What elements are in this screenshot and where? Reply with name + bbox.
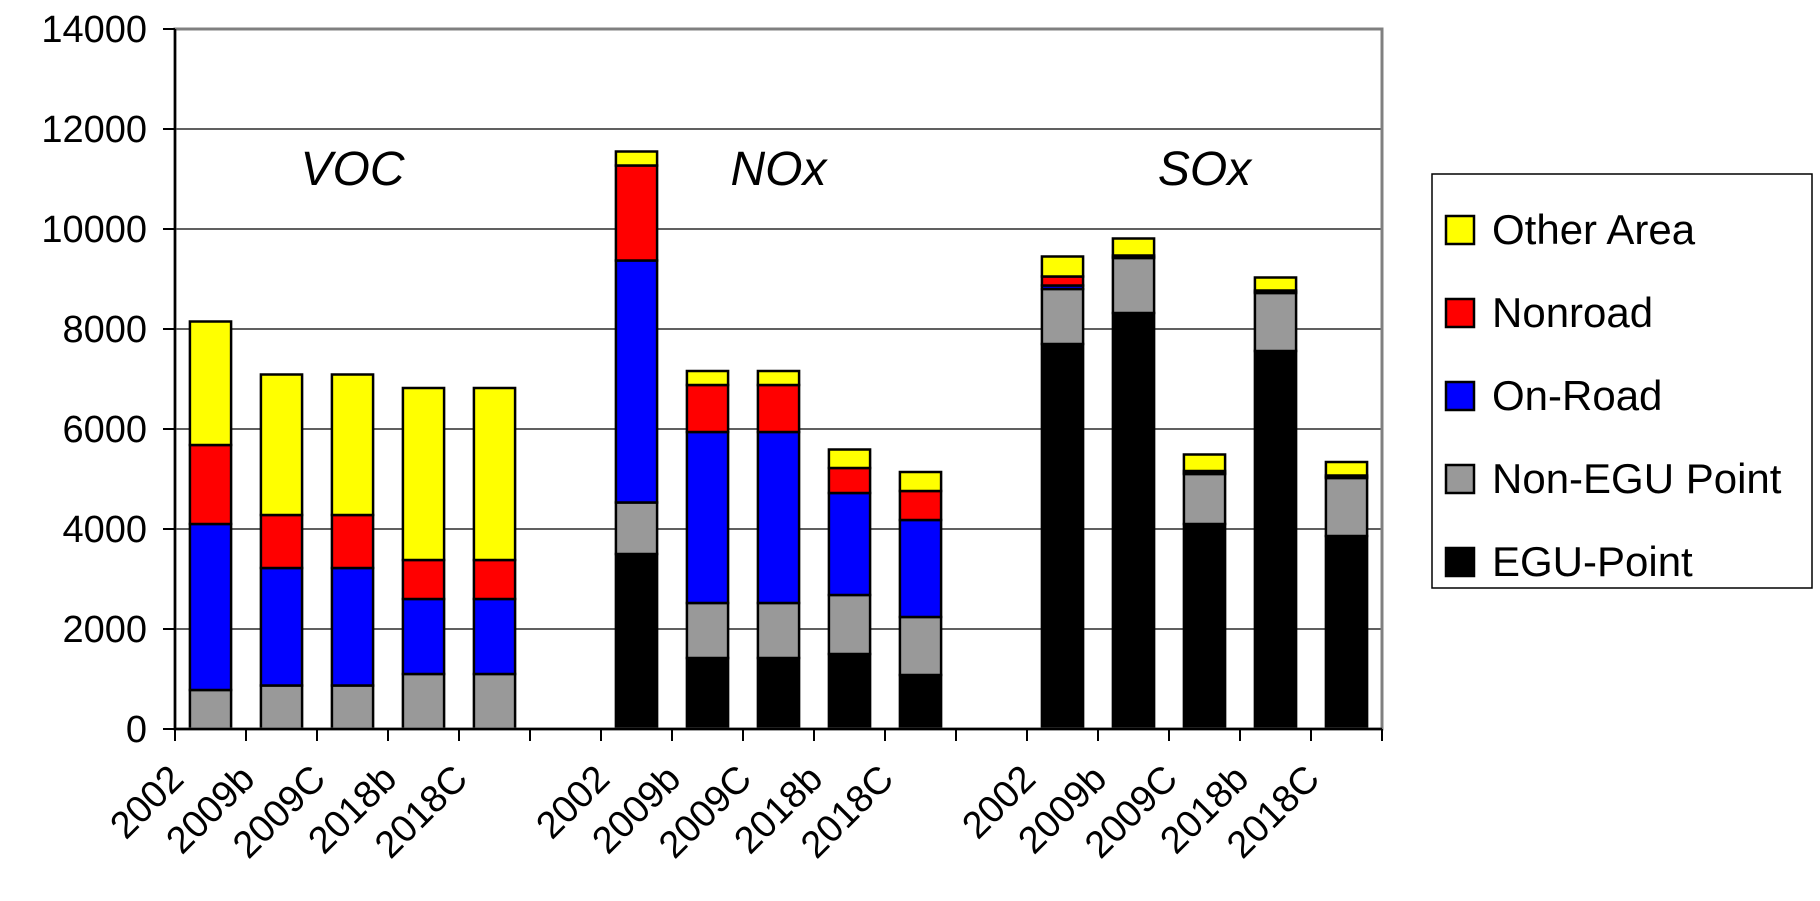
bar-voc-2009c-nonroad	[330, 513, 375, 570]
y-tick-label-4000: 4000	[62, 509, 147, 551]
legend-label-on-road: On-Road	[1492, 372, 1662, 419]
y-axis-ticks: 0 2000 4000 6000 8000 10000 12000 14000	[41, 9, 175, 751]
legend-swatch-egu-point	[1444, 546, 1476, 578]
bar-sox-2002-egu-point	[1040, 342, 1085, 731]
bar-sox-2018b-egu-point	[1253, 349, 1298, 731]
legend-box	[1431, 173, 1813, 589]
bar-voc-2018b-non-egu-point	[401, 672, 446, 731]
legend-label-non-egu-point: Non-EGU Point	[1492, 455, 1782, 502]
bar-sox-2009b-non-egu-point	[1111, 256, 1156, 315]
bar-sox-2009c-non-egu-point	[1182, 472, 1227, 526]
bar-nox-2009c-other-area	[756, 369, 801, 387]
y-tick-label-0: 0	[126, 709, 147, 751]
y-tick-label-8000: 8000	[62, 309, 147, 351]
bar-voc-2009c-other-area	[330, 373, 375, 517]
bar-nox-2009b-nonroad	[685, 383, 730, 434]
bar-sox-2009b-other-area	[1111, 237, 1156, 257]
bar-voc-2009b-other-area	[259, 373, 304, 517]
bars	[188, 150, 1369, 731]
bar-voc-2002-on-road	[188, 522, 233, 692]
bar-voc-2018c-non-egu-point	[472, 672, 517, 731]
y-tick-label-2000: 2000	[62, 609, 147, 651]
bar-nox-2009b-egu-point	[685, 656, 730, 731]
bar-nox-2018c-nonroad	[898, 489, 943, 522]
bar-nox-2009c-on-road	[756, 430, 801, 605]
legend-swatch-other-area	[1444, 214, 1476, 246]
bar-sox-2002-other-area	[1040, 255, 1085, 278]
bar-voc-2009c-non-egu-point	[330, 684, 375, 731]
group-label-sox: SOx	[1158, 143, 1253, 196]
y-tick-label-12000: 12000	[41, 109, 147, 151]
group-label-nox: NOx	[731, 143, 829, 196]
bar-nox-2018b-nonroad	[827, 466, 872, 495]
bar-voc-2002-nonroad	[188, 443, 233, 526]
bar-voc-2018c-nonroad	[472, 558, 517, 601]
legend-label-nonroad: Nonroad	[1492, 289, 1653, 336]
bar-sox-2018b-other-area	[1253, 276, 1298, 292]
bar-sox-2018c-non-egu-point	[1324, 476, 1369, 538]
bar-sox-2018b-non-egu-point	[1253, 291, 1298, 353]
bar-sox-2018c-other-area	[1324, 460, 1369, 477]
legend-label-egu-point: EGU-Point	[1492, 538, 1693, 585]
legend: Other Area Nonroad On-Road Non-EGU Point EGU…	[1431, 173, 1813, 589]
bar-sox-2018c-egu-point	[1324, 534, 1369, 731]
bar-nox-2009c-non-egu-point	[756, 601, 801, 660]
bar-nox-2009c-nonroad	[756, 383, 801, 434]
axes	[173, 27, 1384, 731]
bar-nox-2009b-non-egu-point	[685, 601, 730, 660]
bar-voc-2009b-on-road	[259, 566, 304, 687]
bar-voc-2009b-non-egu-point	[259, 684, 304, 731]
bar-sox-2009c-egu-point	[1182, 522, 1227, 731]
bar-sox-2009b-egu-point	[1111, 311, 1156, 731]
bar-voc-2018b-other-area	[401, 386, 446, 562]
bar-voc-2018c-other-area	[472, 386, 517, 562]
bar-nox-2018c-other-area	[898, 470, 943, 493]
bar-nox-2002-other-area	[614, 150, 659, 167]
group-labels: VOC NOx SOx	[300, 143, 1253, 196]
bar-nox-2002-on-road	[614, 259, 659, 504]
legend-swatch-on-road	[1444, 380, 1476, 412]
bar-voc-2009c-on-road	[330, 566, 375, 687]
legend-label-other-area: Other Area	[1492, 206, 1696, 253]
bar-nox-2002-non-egu-point	[614, 501, 659, 556]
bar-voc-2002-other-area	[188, 320, 233, 447]
bar-nox-2018b-on-road	[827, 491, 872, 597]
bar-nox-2002-nonroad	[614, 164, 659, 262]
bar-nox-2009b-other-area	[685, 369, 730, 387]
bar-nox-2018b-egu-point	[827, 652, 872, 731]
y-tick-label-10000: 10000	[41, 209, 147, 251]
bar-voc-2018b-nonroad	[401, 558, 446, 601]
bar-nox-2018c-non-egu-point	[898, 615, 943, 677]
bar-nox-2002-egu-point	[614, 552, 659, 731]
bar-voc-2018c-on-road	[472, 597, 517, 676]
bar-voc-2009b-nonroad	[259, 513, 304, 570]
bar-nox-2009c-egu-point	[756, 656, 801, 731]
y-tick-label-6000: 6000	[62, 409, 147, 451]
bar-nox-2018b-non-egu-point	[827, 593, 872, 656]
bar-nox-2018c-egu-point	[898, 673, 943, 731]
bar-sox-2002-nonroad	[1040, 275, 1085, 287]
bar-voc-2002-non-egu-point	[188, 688, 233, 731]
bar-nox-2018b-other-area	[827, 448, 872, 470]
legend-swatch-nonroad	[1444, 297, 1476, 329]
bar-nox-2018c-on-road	[898, 518, 943, 619]
bar-sox-2009c-other-area	[1182, 453, 1227, 473]
bar-nox-2009b-on-road	[685, 430, 730, 605]
bar-voc-2018b-on-road	[401, 597, 446, 676]
bar-sox-2002-non-egu-point	[1040, 287, 1085, 346]
y-tick-label-14000: 14000	[41, 9, 147, 51]
legend-swatch-non-egu-point	[1444, 463, 1476, 495]
group-label-voc: VOC	[300, 143, 404, 196]
